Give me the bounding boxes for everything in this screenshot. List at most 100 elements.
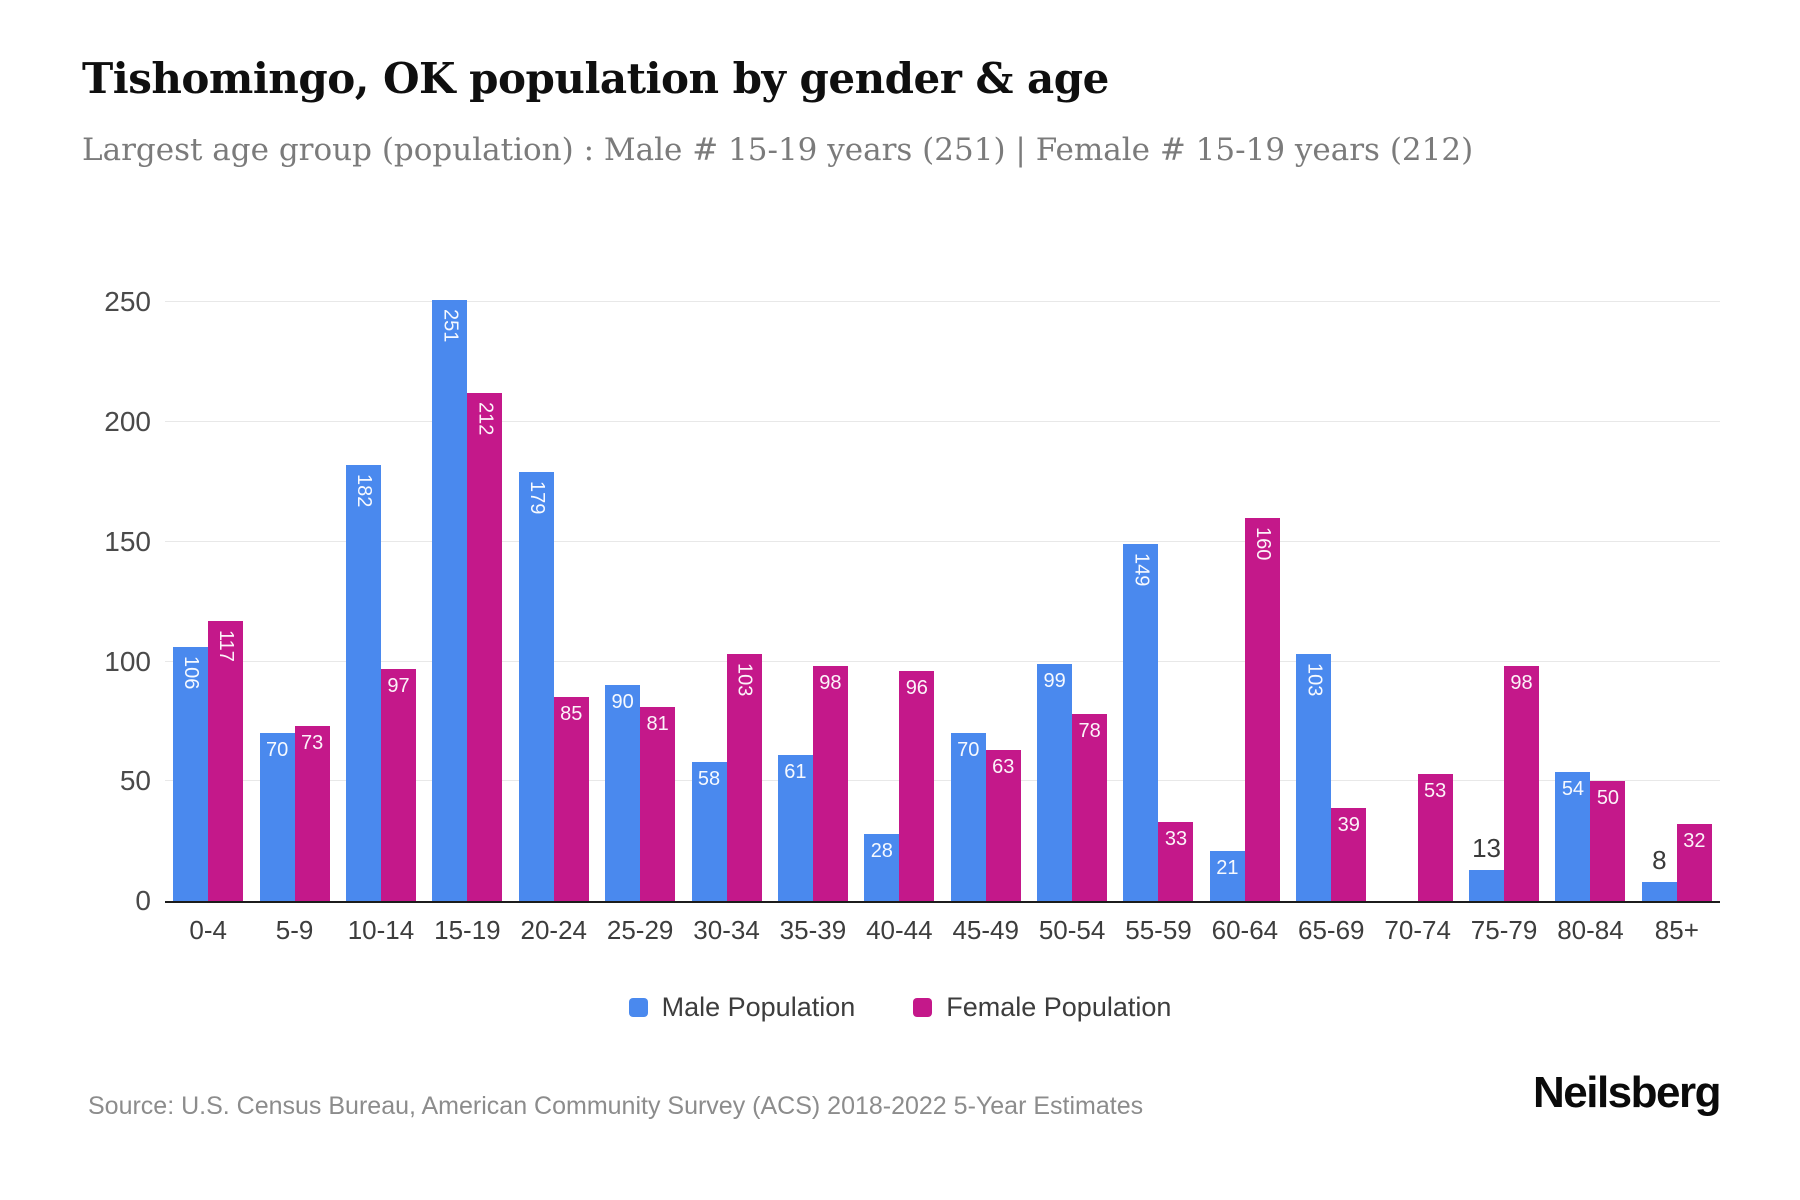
bar-female-60-64: 160 <box>1244 518 1280 901</box>
bar-value-label: 33 <box>1164 828 1188 850</box>
bar-male-40-44: 28 <box>864 834 900 901</box>
bar-female-35-39: 98 <box>812 666 848 901</box>
bar-female-70-74: 53 <box>1417 774 1453 901</box>
bar-value-label: 81 <box>646 713 669 735</box>
bar-value-label: 78 <box>1078 720 1101 742</box>
bar-female-20-24: 85 <box>553 697 589 901</box>
bar-male-25-29: 90 <box>605 685 641 901</box>
legend-item-male[interactable]: Male Population <box>628 992 856 1023</box>
bar-value-label: 98 <box>1510 672 1533 694</box>
bar-male-60-64: 21 <box>1209 851 1245 901</box>
x-tick-label: 15-19 <box>434 915 501 945</box>
y-tick-label: 250 <box>104 286 151 317</box>
bar-value-label: 99 <box>1043 670 1066 692</box>
x-tick-label: 25-29 <box>606 915 674 945</box>
gridline <box>165 541 1720 542</box>
legend-item-female[interactable]: Female Population <box>913 992 1171 1023</box>
x-tick-label: 5-9 <box>275 915 314 945</box>
bar-value-label: 106 <box>180 656 203 690</box>
bar-value-label: 212 <box>474 402 497 436</box>
bar-value-label: 85 <box>560 703 583 725</box>
bar-value-label: 21 <box>1216 857 1239 879</box>
bar-female-85+: 32 <box>1676 824 1712 901</box>
bar-male-35-39: 61 <box>777 755 813 901</box>
page-title: Tishomingo, OK population by gender & ag… <box>82 54 1109 103</box>
bar-female-0-4: 117 <box>208 621 244 901</box>
x-tick-label: 45-49 <box>952 915 1019 945</box>
bar-value-label: 160 <box>1251 527 1274 561</box>
bar-group-65-69: 103 39 65-69 <box>1288 288 1374 945</box>
bar-female-80-84: 50 <box>1590 781 1626 901</box>
source-attribution: Source: U.S. Census Bureau, American Com… <box>88 1092 1144 1120</box>
x-tick-label: 40-44 <box>866 915 933 945</box>
bar-male-50-54: 99 <box>1037 664 1073 901</box>
bar-male-75-79: 13 <box>1469 833 1505 901</box>
x-tick-label: 75-79 <box>1470 915 1538 945</box>
bar-value-label: 28 <box>870 840 893 862</box>
bar-male-85+: 8 <box>1641 845 1677 901</box>
bar-male-10-14: 182 <box>345 465 381 901</box>
x-tick-label: 0-4 <box>189 915 227 945</box>
bar-female-10-14: 97 <box>380 669 416 901</box>
bar-male-15-19: 251 <box>432 300 468 901</box>
bar-group-25-29: 90 81 25-29 <box>597 288 683 945</box>
male-legend-swatch <box>628 998 648 1017</box>
bar-group-60-64: 21 160 60-64 <box>1202 288 1288 945</box>
bar-group-0-4: 106 117 0-4 <box>165 288 251 945</box>
bar-male-80-84: 54 <box>1555 772 1591 901</box>
bar-value-label: 96 <box>905 677 928 699</box>
bar-female-5-9: 73 <box>294 726 330 901</box>
male-legend-label: Male Population <box>661 992 856 1022</box>
plot-area: 0 50 100 150 200 250 106 117 0-4 70 73 5-9 182 97 10-1… <box>104 286 1720 945</box>
x-tick-label: 30-34 <box>693 915 760 945</box>
x-tick-label: 10-14 <box>347 915 415 945</box>
bar-value-label: 117 <box>215 630 238 662</box>
bar-value-label: 182 <box>352 474 375 508</box>
bar-value-label: 98 <box>819 672 842 694</box>
bar-group-70-74: 53 70-74 <box>1374 288 1460 945</box>
bar-group-45-49: 70 63 45-49 <box>943 288 1029 945</box>
legend: Male Population Female Population <box>0 992 1800 1023</box>
bar-value-label: 73 <box>300 732 324 754</box>
bar-female-15-19: 212 <box>467 393 503 901</box>
x-tick-label: 20-24 <box>520 915 588 945</box>
y-tick-label: 150 <box>104 526 151 557</box>
bar-group-80-84: 54 50 80-84 <box>1547 288 1633 945</box>
female-legend-swatch <box>913 998 933 1017</box>
bar-value-label: 54 <box>1561 778 1585 800</box>
bar-value-label: 39 <box>1337 814 1360 836</box>
bar-female-75-79: 98 <box>1504 666 1540 901</box>
x-tick-label: 80-84 <box>1557 915 1624 945</box>
bar-group-35-39: 61 98 35-39 <box>770 288 856 945</box>
bar-group-50-54: 99 78 50-54 <box>1029 288 1115 945</box>
bar-groups: 106 117 0-4 70 73 5-9 182 97 10-14 251 212 15-19 179… <box>165 288 1720 945</box>
bar-female-40-44: 96 <box>899 671 935 901</box>
bar-female-65-69: 39 <box>1331 808 1367 901</box>
x-tick-label: 50-54 <box>1038 915 1106 945</box>
bar-female-30-34: 103 <box>726 654 762 901</box>
x-tick-label: 65-69 <box>1298 915 1365 945</box>
bar-female-55-59: 33 <box>1158 822 1194 901</box>
x-tick-label: 60-64 <box>1211 915 1279 945</box>
bar-group-40-44: 28 96 40-44 <box>856 288 942 945</box>
gridline <box>165 421 1720 422</box>
bar-value-label: 8 <box>1652 845 1667 875</box>
y-tick-label: 100 <box>104 646 151 677</box>
bar-value-label: 70 <box>265 739 289 761</box>
bar-group-75-79: 13 98 75-79 <box>1461 288 1547 945</box>
bar-female-50-54: 78 <box>1072 714 1108 901</box>
bar-value-label: 61 <box>784 761 807 783</box>
bar-value-label: 149 <box>1130 553 1153 587</box>
x-tick-label: 55-59 <box>1125 915 1192 945</box>
bar-value-label: 103 <box>1303 663 1326 697</box>
bar-value-label: 251 <box>439 309 462 343</box>
y-tick-label: 0 <box>135 885 151 916</box>
bar-value-label: 50 <box>1596 787 1620 809</box>
bar-value-label: 179 <box>525 481 548 515</box>
bar-male-20-24: 179 <box>518 472 554 901</box>
y-tick-label: 50 <box>119 765 151 796</box>
gridline <box>165 301 1720 302</box>
bar-female-45-49: 63 <box>985 750 1021 901</box>
gridline <box>165 661 1720 662</box>
